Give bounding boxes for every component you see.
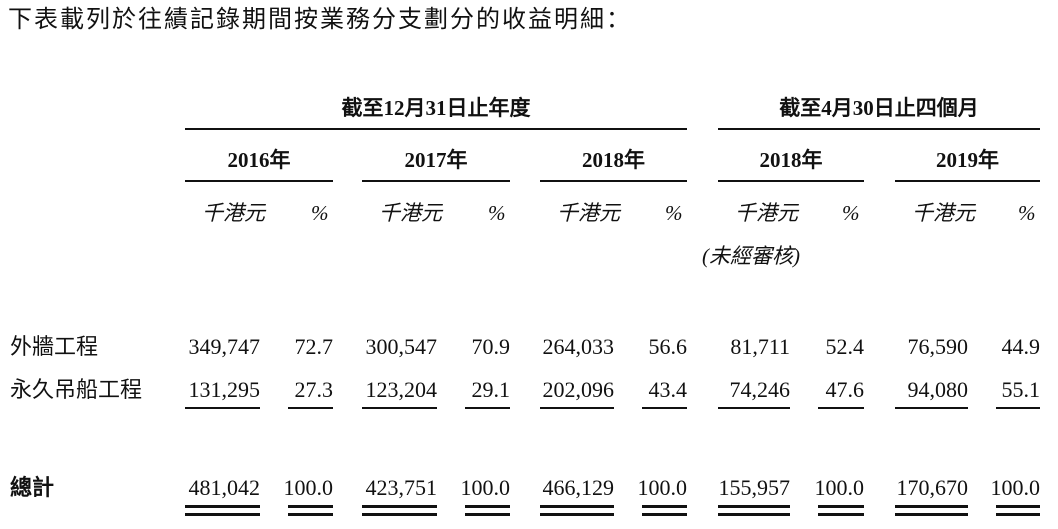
rule [895,407,968,409]
rule [895,505,968,508]
rule [185,128,687,130]
cell: 155,957 [718,475,791,500]
cell: 264,033 [542,334,615,359]
cell: 100.0 [990,475,1041,500]
rule [718,407,790,409]
rule [288,407,333,409]
rule [996,513,1040,516]
unaudited-note: (未經審核) [702,244,800,268]
rule [362,513,437,516]
year-header: 2019年 [936,148,999,172]
cell: 349,747 [188,334,261,359]
rule [540,505,614,508]
cell: 100.0 [460,475,511,500]
rule [718,513,790,516]
rule [818,513,864,516]
unit-amount: 千港元 [202,201,265,225]
unit-percent: % [488,201,506,225]
unit-percent: % [665,201,683,225]
rule [185,513,260,516]
row-label: 外牆工程 [10,334,99,359]
cell: 55.1 [1001,377,1041,402]
intro-text: 下表載列於往績記錄期間按業務分支劃分的收益明細： [8,7,632,33]
unit-amount: 千港元 [912,201,975,225]
rule [465,505,510,508]
rule [465,407,510,409]
cell: 52.4 [825,334,865,359]
rule [465,513,510,516]
group-header: 截至4月30日止四個月 [779,96,979,120]
year-header: 2018年 [582,148,645,172]
cell: 466,129 [542,475,615,500]
cell: 47.6 [825,377,865,402]
cell: 76,590 [907,334,969,359]
rule [642,407,687,409]
cell: 81,711 [730,334,790,359]
rule [185,407,260,409]
rule [642,505,687,508]
cell: 300,547 [365,334,438,359]
unit-amount: 千港元 [557,201,620,225]
cell: 72.7 [294,334,334,359]
rule [362,180,510,182]
rule [288,505,333,508]
unit-percent: % [1018,201,1036,225]
rule [818,407,864,409]
group-header: 截至12月31日止年度 [341,96,531,120]
cell: 94,080 [907,377,969,402]
cell: 74,246 [729,377,791,402]
cell: 29.1 [471,377,511,402]
rule [996,407,1040,409]
rule [718,128,1040,130]
rule [895,180,1040,182]
cell: 123,204 [365,377,438,402]
cell: 56.6 [648,334,688,359]
rule [718,180,864,182]
rule [362,505,437,508]
cell: 70.9 [471,334,511,359]
rule [895,513,968,516]
cell: 100.0 [283,475,334,500]
rule [540,180,687,182]
cell: 202,096 [542,377,615,402]
year-header: 2017年 [404,148,468,172]
unit-percent: % [842,201,860,225]
row-label: 總計 [10,475,55,500]
rule [642,513,687,516]
year-header: 2016年 [227,148,291,172]
rule [185,180,333,182]
year-header: 2018年 [759,148,823,172]
rule [288,513,333,516]
cell: 100.0 [814,475,865,500]
rule [185,505,260,508]
rule [718,505,790,508]
unit-amount: 千港元 [735,201,798,225]
cell: 44.9 [1001,334,1041,359]
cell: 131,295 [188,377,261,402]
row-label: 永久吊船工程 [10,377,143,402]
rule [996,505,1040,508]
cell: 170,670 [896,475,969,500]
cell: 27.3 [294,377,334,402]
cell: 481,042 [188,475,261,500]
unit-amount: 千港元 [379,201,442,225]
rule [540,407,614,409]
rule [818,505,864,508]
rule [362,407,437,409]
unit-percent: % [311,201,329,225]
cell: 43.4 [648,377,688,402]
cell: 423,751 [365,475,438,500]
rule [540,513,614,516]
cell: 100.0 [637,475,688,500]
